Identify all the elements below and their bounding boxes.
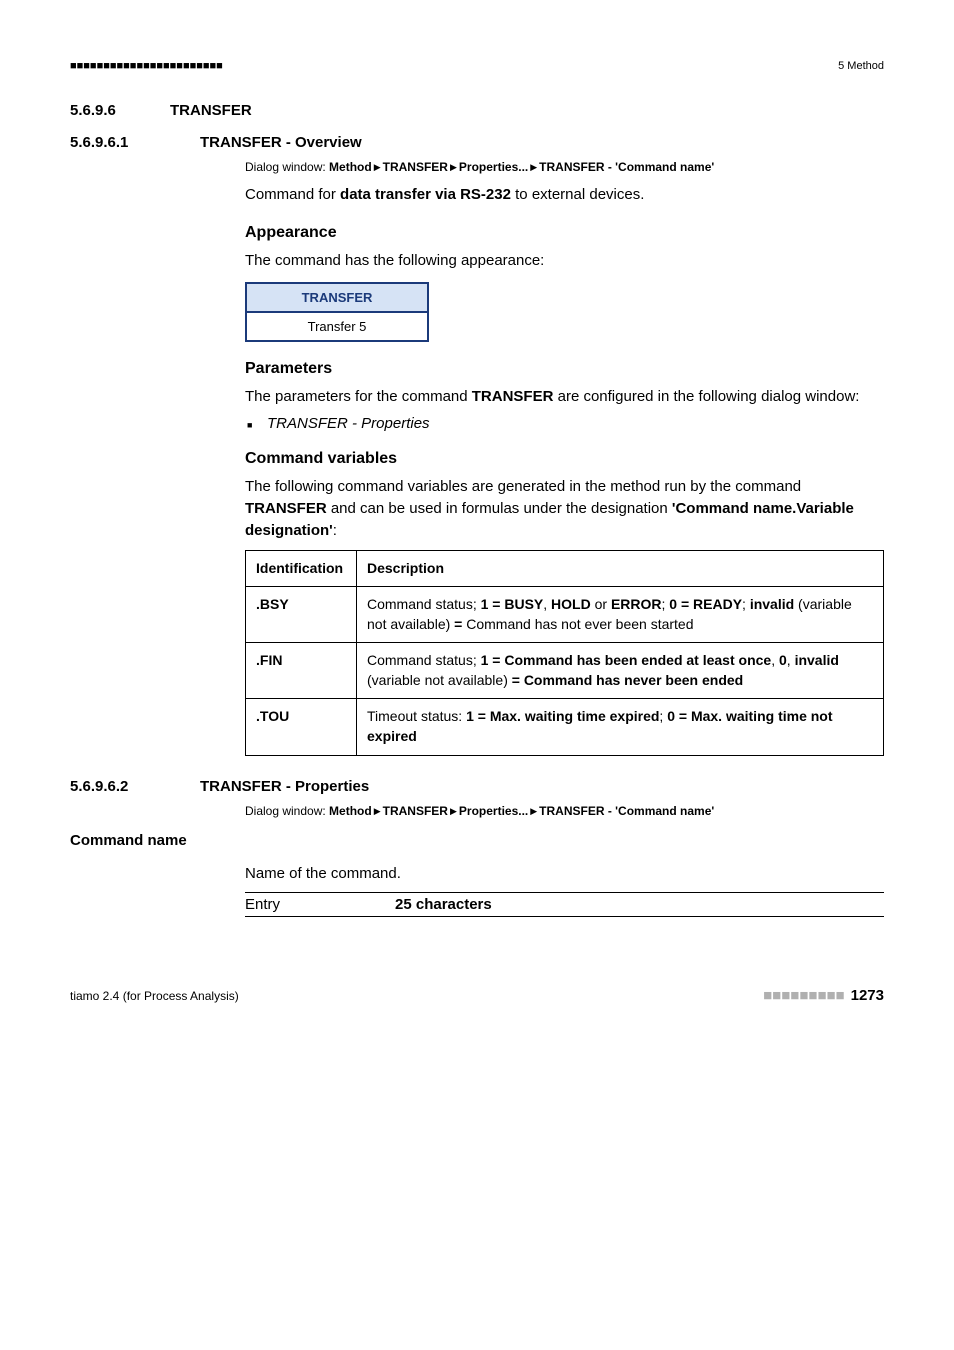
text-bold: invalid xyxy=(795,652,839,668)
entry-value: 25 characters xyxy=(395,896,492,913)
section-56962: 5.6.9.6.2 TRANSFER - Properties xyxy=(70,778,884,796)
text: to external devices. xyxy=(511,186,644,203)
triangle-icon: ▶ xyxy=(530,806,537,817)
cell-desc: Timeout status: 1 = Max. waiting time ex… xyxy=(357,699,884,755)
text-bold: TRANSFER xyxy=(472,388,554,405)
header-chapter: 5 Method xyxy=(838,60,884,72)
triangle-icon: ▶ xyxy=(374,806,381,817)
command-variables-table: Identification Description .BSY Command … xyxy=(245,550,884,756)
text: The following command variables are gene… xyxy=(245,478,801,495)
sec-num: 5.6.9.6 xyxy=(70,102,116,119)
intro-text: Command for data transfer via RS-232 to … xyxy=(245,184,884,206)
text-bold: 0 = READY xyxy=(669,596,742,612)
text-bold: invalid xyxy=(750,596,794,612)
dialog-part: Properties... xyxy=(459,160,528,174)
text: Timeout status: xyxy=(367,708,466,724)
parameters-text: The parameters for the command TRANSFER … xyxy=(245,386,884,408)
text-bold: 1 = Command has been ended at least once xyxy=(481,652,772,668)
cmdvars-text: The following command variables are gene… xyxy=(245,476,884,541)
text: Command for xyxy=(245,186,340,203)
text-bold: 0 xyxy=(779,652,787,668)
cell-desc: Command status; 1 = BUSY, HOLD or ERROR;… xyxy=(357,587,884,643)
sec-title: TRANSFER - Overview xyxy=(200,134,362,151)
th-identification: Identification xyxy=(246,550,357,587)
table-row: .TOU Timeout status: 1 = Max. waiting ti… xyxy=(246,699,884,755)
text: and can be used in formulas under the de… xyxy=(327,500,672,517)
footer-marks: ■■■■■■■■■ xyxy=(763,987,845,1004)
triangle-icon: ▶ xyxy=(374,162,381,173)
text-bold: 1 = Max. waiting time expired xyxy=(466,708,659,724)
text-bold: 1 = BUSY xyxy=(481,596,544,612)
text: : xyxy=(333,522,337,539)
dialog-part: Method xyxy=(329,160,372,174)
text: ; xyxy=(742,596,750,612)
page-header: ■■■■■■■■■■■■■■■■■■■■■■■ 5 Method xyxy=(70,60,884,72)
footer-left: tiamo 2.4 (for Process Analysis) xyxy=(70,989,239,1003)
page-number: 1273 xyxy=(851,987,884,1004)
cmdvars-head: Command variables xyxy=(245,450,884,468)
text: (variable not available) xyxy=(367,672,512,688)
triangle-icon: ▶ xyxy=(530,162,537,173)
box-body: Transfer 5 xyxy=(246,312,428,341)
text: Command has not ever been started xyxy=(462,616,693,632)
text: Command status; xyxy=(367,652,481,668)
text-bold: = Command has never been ended xyxy=(512,672,743,688)
text: The parameters for the command xyxy=(245,388,472,405)
dialog-prefix: Dialog window: xyxy=(245,804,329,818)
dialog-path: Dialog window: Method▶TRANSFER▶Propertie… xyxy=(245,160,884,174)
cell-id: .FIN xyxy=(246,643,357,699)
text: , xyxy=(543,596,551,612)
table-row: .FIN Command status; 1 = Command has bee… xyxy=(246,643,884,699)
dialog-part: TRANSFER xyxy=(383,804,448,818)
text-bold: TRANSFER xyxy=(245,500,327,517)
page-footer: tiamo 2.4 (for Process Analysis) ■■■■■■■… xyxy=(70,987,884,1004)
cell-id: .BSY xyxy=(246,587,357,643)
text: are configured in the following dialog w… xyxy=(553,388,859,405)
parameters-head: Parameters xyxy=(245,360,884,378)
footer-right: ■■■■■■■■■ 1273 xyxy=(763,987,884,1004)
dialog-prefix: Dialog window: xyxy=(245,160,329,174)
appearance-text: The command has the following appearance… xyxy=(245,250,884,272)
dialog-part: TRANSFER - 'Command name' xyxy=(539,160,714,174)
cell-id: .TOU xyxy=(246,699,357,755)
table-row: .BSY Command status; 1 = BUSY, HOLD or E… xyxy=(246,587,884,643)
th-description: Description xyxy=(357,550,884,587)
section-5696: 5.6.9.6 TRANSFER xyxy=(70,102,884,120)
cell-desc: Command status; 1 = Command has been end… xyxy=(357,643,884,699)
command-name-label: Command name xyxy=(70,832,884,849)
section-56961: 5.6.9.6.1 TRANSFER - Overview xyxy=(70,134,884,152)
command-name-text: Name of the command. xyxy=(245,863,884,885)
sec-title: TRANSFER xyxy=(170,102,252,119)
appearance-head: Appearance xyxy=(245,224,884,242)
box-header: TRANSFER xyxy=(246,283,428,312)
triangle-icon: ▶ xyxy=(450,806,457,817)
text-bold: HOLD xyxy=(551,596,591,612)
text: , xyxy=(771,652,779,668)
text-bold: ERROR xyxy=(611,596,662,612)
dialog-path: Dialog window: Method▶TRANSFER▶Propertie… xyxy=(245,804,884,818)
sec-num: 5.6.9.6.2 xyxy=(70,778,128,795)
entry-label: Entry xyxy=(245,896,395,913)
dialog-part: Method xyxy=(329,804,372,818)
entry-row: Entry 25 characters xyxy=(245,892,884,917)
list-item: TRANSFER - Properties xyxy=(245,415,884,432)
dialog-part: Properties... xyxy=(459,804,528,818)
header-marks: ■■■■■■■■■■■■■■■■■■■■■■■ xyxy=(70,60,223,72)
dialog-part: TRANSFER xyxy=(383,160,448,174)
parameters-list: TRANSFER - Properties xyxy=(245,415,884,432)
sec-num: 5.6.9.6.1 xyxy=(70,134,128,151)
sec-title: TRANSFER - Properties xyxy=(200,778,369,795)
command-appearance-box: TRANSFER Transfer 5 xyxy=(245,282,884,342)
text: Command status; xyxy=(367,596,481,612)
text-bold: data transfer via RS-232 xyxy=(340,186,511,203)
dialog-part: TRANSFER - 'Command name' xyxy=(539,804,714,818)
triangle-icon: ▶ xyxy=(450,162,457,173)
text: , xyxy=(787,652,795,668)
text: or xyxy=(591,596,611,612)
